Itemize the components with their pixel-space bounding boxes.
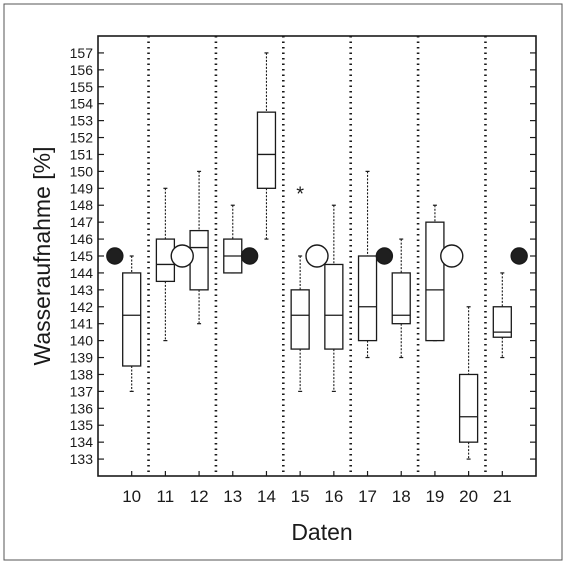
marker-filled <box>510 247 528 265</box>
box-iqr <box>458 373 479 443</box>
box-14 <box>256 52 277 240</box>
x-tick-label: 15 <box>291 487 310 506</box>
box-20 <box>458 306 479 460</box>
box-series: * <box>122 52 512 460</box>
marker-open <box>170 244 194 268</box>
reference-markers <box>106 244 528 268</box>
y-axis-label: Wasseraufnahme [%] <box>29 146 55 365</box>
y-tick-label: 154 <box>70 96 94 112</box>
y-tick-label: 149 <box>70 180 94 196</box>
y-axis: 1331341351361371381391401411421431441451… <box>70 45 536 467</box>
box-21 <box>492 272 512 359</box>
marker-open <box>440 244 464 268</box>
box-iqr <box>256 111 277 189</box>
y-tick-label: 147 <box>70 214 94 230</box>
x-tick-label: 11 <box>157 487 175 506</box>
x-tick-label: 19 <box>425 487 444 506</box>
x-tick-label: 20 <box>459 487 478 506</box>
box-10 <box>122 255 142 392</box>
x-tick-label: 18 <box>392 487 411 506</box>
y-tick-label: 142 <box>70 299 94 315</box>
box-15: * <box>290 184 310 392</box>
box-11 <box>155 187 176 342</box>
x-tick-label: 12 <box>190 487 209 506</box>
box-19 <box>425 204 445 342</box>
y-tick-label: 140 <box>70 333 94 349</box>
x-tick-label: 13 <box>223 487 242 506</box>
box-17 <box>357 170 378 359</box>
y-tick-label: 152 <box>70 130 94 146</box>
y-tick-label: 156 <box>70 62 94 78</box>
x-tick-label: 10 <box>122 487 141 506</box>
marker-filled <box>106 247 124 265</box>
box-iqr <box>290 289 310 350</box>
y-tick-label: 137 <box>70 383 94 399</box>
marker-open <box>305 244 329 268</box>
x-tick-label: 16 <box>324 487 343 506</box>
marker-filled <box>375 247 394 265</box>
y-tick-label: 155 <box>70 79 94 95</box>
box-12 <box>189 170 209 325</box>
y-tick-label: 146 <box>70 231 94 247</box>
box-16 <box>324 204 344 392</box>
y-tick-label: 144 <box>70 265 94 281</box>
y-tick-label: 139 <box>70 350 94 366</box>
box-18 <box>391 238 411 359</box>
box-iqr <box>425 221 445 342</box>
box-13 <box>223 204 243 274</box>
y-tick-label: 157 <box>70 45 94 61</box>
y-tick-label: 135 <box>70 417 94 433</box>
box-iqr <box>122 272 142 367</box>
y-tick-label: 143 <box>70 282 94 298</box>
box-iqr <box>324 263 344 350</box>
marker-filled <box>240 247 259 265</box>
x-tick-label: 17 <box>358 487 377 506</box>
y-tick-label: 136 <box>70 400 94 416</box>
y-tick-label: 153 <box>70 113 94 129</box>
x-tick-label: 14 <box>257 487 276 506</box>
y-tick-label: 138 <box>70 366 94 382</box>
box-iqr <box>357 255 378 342</box>
y-tick-label: 151 <box>70 146 94 162</box>
y-tick-label: 133 <box>70 451 94 467</box>
x-axis-label: Daten <box>291 519 352 545</box>
y-tick-label: 141 <box>70 316 94 332</box>
separator-lines <box>147 36 487 476</box>
y-tick-label: 145 <box>70 248 94 264</box>
outlier-star: * <box>296 184 304 206</box>
y-tick-label: 134 <box>70 434 94 450</box>
box-iqr <box>492 306 512 338</box>
y-tick-label: 148 <box>70 197 94 213</box>
box-iqr <box>391 272 411 325</box>
x-tick-label: 21 <box>493 487 512 506</box>
y-tick-label: 150 <box>70 163 94 179</box>
x-axis: 10 11 12 13 14 15 16 17 18 19 20 21 <box>122 471 512 506</box>
